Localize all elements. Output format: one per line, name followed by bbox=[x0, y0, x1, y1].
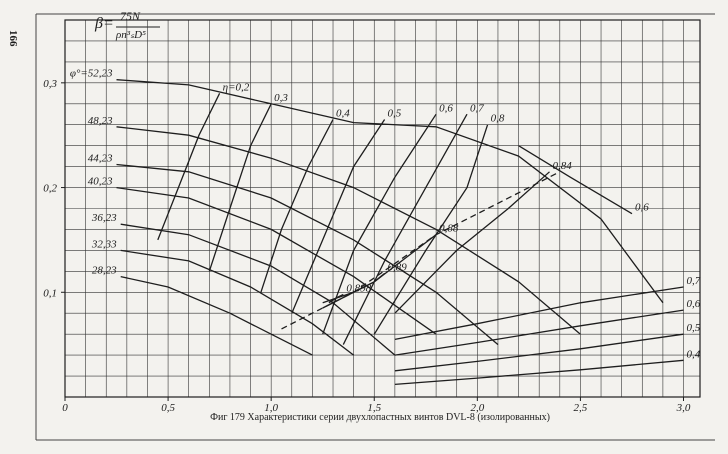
curve-label: 0,89 bbox=[388, 261, 408, 273]
curve bbox=[260, 119, 334, 293]
curve-label: 44,23 bbox=[88, 153, 113, 165]
x-tick-label: 2,5 bbox=[574, 402, 588, 414]
y-tick-label: 0,3 bbox=[43, 78, 57, 90]
curve-label: 0,4 bbox=[336, 107, 350, 119]
curve bbox=[518, 145, 633, 215]
curve-label: 36,23 bbox=[91, 212, 117, 224]
curve bbox=[157, 93, 221, 241]
x-tick-label: 3,0 bbox=[676, 402, 691, 414]
curve-label: 0,5 bbox=[388, 107, 402, 119]
curve-label: 0,84 bbox=[552, 160, 572, 172]
curve-label: η=0,2 bbox=[223, 81, 250, 93]
curve bbox=[394, 309, 684, 356]
curve-label: 40,23 bbox=[88, 176, 113, 188]
curve bbox=[373, 124, 489, 335]
page-number: 166 bbox=[7, 30, 19, 47]
curve bbox=[328, 293, 344, 304]
curve bbox=[394, 286, 684, 341]
curve bbox=[394, 171, 550, 314]
x-tick-label: 2,0 bbox=[470, 402, 484, 414]
curve bbox=[342, 113, 468, 345]
beta-symbol: β= bbox=[94, 15, 114, 32]
curve-label: 0,5 bbox=[687, 322, 701, 334]
curve-label: 0,6 bbox=[687, 298, 701, 310]
curve-label: 0,8 bbox=[491, 113, 505, 125]
curve-label: 0,6 bbox=[635, 202, 649, 214]
curve-label: 0,3 bbox=[274, 92, 288, 104]
optimum-line bbox=[281, 171, 561, 330]
y-tick-label: 0,1 bbox=[43, 287, 57, 299]
x-tick-label: 1,5 bbox=[367, 402, 381, 414]
curve bbox=[116, 126, 581, 335]
plot: 0 0,5 1,0 1,5 2,0 2,5 3,0 0,1 0,2 0,3 φ°=52,23 48,2… bbox=[43, 19, 701, 414]
curve-label: 48,23 bbox=[88, 115, 113, 127]
curve bbox=[120, 249, 354, 356]
x-tick-label: 1,0 bbox=[264, 402, 278, 414]
curve-label: 32,33 bbox=[91, 238, 117, 250]
curve-label: 0,898 bbox=[346, 282, 371, 294]
curve-label: 28,23 bbox=[92, 265, 117, 277]
x-tick-label: 0,5 bbox=[161, 402, 175, 414]
curve bbox=[120, 223, 396, 356]
curve-label: 0,4 bbox=[687, 348, 701, 360]
y-tick-label: 0,2 bbox=[43, 183, 57, 195]
curve bbox=[322, 113, 437, 335]
curve bbox=[394, 359, 684, 386]
curve bbox=[120, 275, 313, 356]
curve bbox=[116, 186, 437, 335]
curve-label: φ°=52,23 bbox=[70, 68, 113, 80]
curve bbox=[116, 79, 664, 304]
curve-label: 0,6 bbox=[439, 102, 453, 114]
curve bbox=[116, 163, 499, 346]
beta-numerator: 75N bbox=[120, 9, 141, 23]
curve bbox=[208, 103, 272, 272]
x-tick-label: 0 bbox=[62, 402, 68, 414]
curve bbox=[394, 333, 684, 372]
curve-label: 0,7 bbox=[470, 102, 484, 114]
curve-label: 0,7 bbox=[687, 275, 701, 287]
curve bbox=[291, 119, 386, 314]
beta-denominator: ρn³ₛD⁵ bbox=[115, 29, 146, 41]
caption: Фиг 179 Характеристики серии двухлопастн… bbox=[210, 412, 550, 423]
plot-frame bbox=[64, 19, 701, 398]
